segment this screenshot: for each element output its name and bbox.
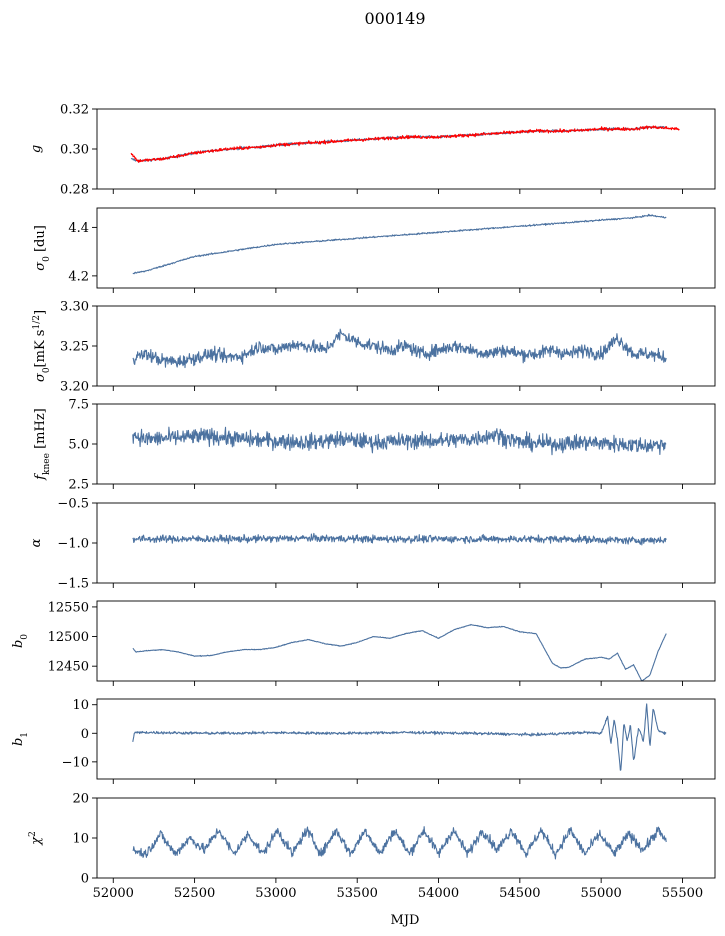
y-tick-label: 0 xyxy=(81,872,89,887)
series-line-5-1 xyxy=(132,532,667,546)
y-tick-label: 12500 xyxy=(48,630,89,645)
y-tick-label: −1.0 xyxy=(57,537,89,552)
subplot-8: 0 10 20 52000 52500 53000 53500 54000 54500 55000… xyxy=(28,792,716,901)
y-tick-label: −1.5 xyxy=(57,577,89,592)
y-tick-label: 2.5 xyxy=(68,478,89,493)
y-tick-label: 0.30 xyxy=(60,143,89,158)
subplot-7: −10 0 10 b1 xyxy=(11,698,716,784)
y-tick-label: 5.0 xyxy=(68,438,89,453)
y-axis-label: σ0[mK s1/2] xyxy=(32,310,52,382)
y-axis-label: b0 xyxy=(11,634,30,648)
x-tick-label: 52500 xyxy=(174,886,215,901)
y-tick-label: 0.28 xyxy=(60,183,89,198)
x-tick-label: 54000 xyxy=(418,886,459,901)
subplot-4: 2.5 5.0 7.5 fknee [mHz] xyxy=(33,398,716,493)
y-tick-label: 7.5 xyxy=(68,398,89,413)
subplot-3: 3.20 3.25 3.30 σ0[mK s1/2] xyxy=(32,300,716,395)
x-tick-label: 54500 xyxy=(499,886,540,901)
axes-frame xyxy=(96,600,716,682)
x-tick-label: 55000 xyxy=(580,886,621,901)
series-line-1-2 xyxy=(130,125,680,163)
series-line-6-1 xyxy=(132,623,667,681)
y-tick-label: 3.30 xyxy=(60,300,89,315)
y-tick-label: 3.25 xyxy=(60,340,89,355)
y-tick-label: −0.5 xyxy=(57,497,89,512)
y-tick-label: 0.32 xyxy=(60,103,89,118)
figure-title: 000149 xyxy=(364,9,425,28)
y-tick-label: 12550 xyxy=(48,600,89,615)
x-tick-label: 53000 xyxy=(255,886,296,901)
series-line-1-1 xyxy=(130,125,667,163)
y-tick-label: 20 xyxy=(72,792,89,807)
y-tick-label: 0 xyxy=(81,727,89,742)
y-tick-label: 12450 xyxy=(48,660,89,675)
series-line-3-1 xyxy=(132,328,667,369)
subplot-1: 0.28 0.30 0.32 g xyxy=(29,103,716,198)
y-tick-label: 4.2 xyxy=(68,269,89,284)
subplot-2: 4.2 4.4 σ0 [du] xyxy=(33,207,716,293)
y-tick-label: 4.4 xyxy=(68,221,89,236)
axes-frame xyxy=(96,108,716,190)
subplot-6: 12450 12500 12550 b0 xyxy=(11,600,716,686)
y-tick-label: 10 xyxy=(72,698,89,713)
series-line-2-1 xyxy=(132,213,667,275)
axes-frame xyxy=(96,207,716,289)
axes-frame xyxy=(96,698,716,780)
x-tick-label: 52000 xyxy=(93,886,134,901)
x-tick-label: 55500 xyxy=(662,886,703,901)
series-line-4-1 xyxy=(132,426,667,456)
x-axis-label: MJD xyxy=(391,913,420,928)
series-line-7-1 xyxy=(132,703,667,771)
series-line-8-1 xyxy=(132,826,667,860)
y-axis-label: α xyxy=(29,538,44,547)
y-tick-label: −10 xyxy=(62,755,89,770)
y-axis-label: b1 xyxy=(11,732,30,746)
y-axis-label: fknee [mHz] xyxy=(33,408,52,481)
y-axis-label: χ2 xyxy=(28,831,44,846)
y-tick-label: 3.20 xyxy=(60,380,89,395)
y-axis-label: g xyxy=(29,145,44,153)
y-tick-label: 10 xyxy=(72,832,89,847)
subplot-5: −1.5 −1.0 −0.5 α xyxy=(29,497,716,592)
y-axis-label: σ0 [du] xyxy=(33,225,52,271)
x-tick-label: 53500 xyxy=(337,886,378,901)
subplot-stack: 0.28 0.30 0.32 g 4.2 4.4 σ0 [du] 3.20 3.25 3.30 σ0… xyxy=(11,103,716,901)
